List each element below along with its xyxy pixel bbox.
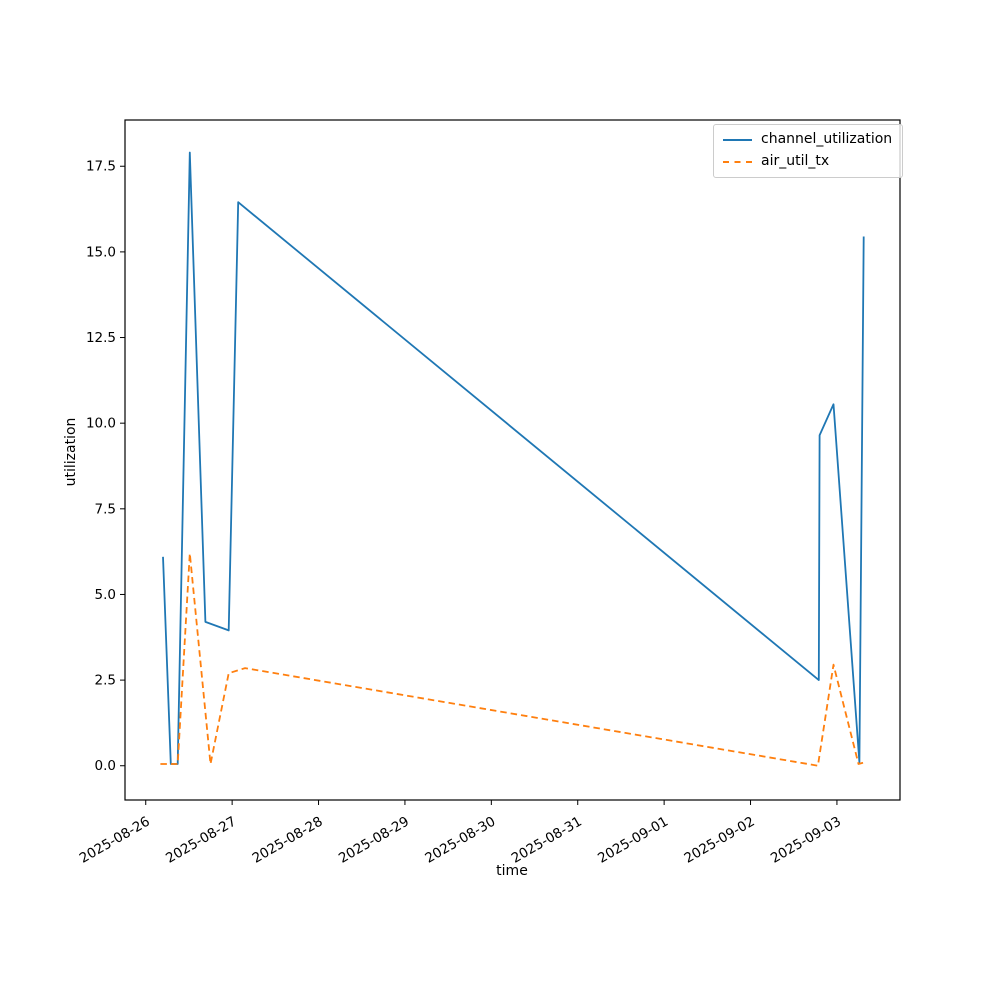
y-tick-label: 17.5 — [86, 159, 116, 175]
legend: channel_utilization air_util_tx — [713, 124, 904, 178]
y-tick-label: 2.5 — [95, 673, 116, 689]
y-tick-label: 12.5 — [86, 330, 116, 346]
legend-item-channel-utilization: channel_utilization — [723, 131, 893, 147]
axes-spines — [124, 119, 901, 801]
legend-label-air-util-tx: air_util_tx — [761, 153, 830, 170]
x-tick-label: 2025-08-26 — [77, 814, 153, 867]
x-tick-label: 2025-08-28 — [250, 814, 326, 867]
y-tick-label: 15.0 — [86, 244, 116, 260]
x-axis-label: time — [496, 863, 528, 879]
legend-swatch-air-util-tx — [723, 161, 752, 164]
x-tick-label: 2025-09-01 — [595, 814, 671, 867]
y-tick-label: 7.5 — [95, 501, 116, 517]
x-tick-label: 2025-08-29 — [336, 814, 412, 867]
x-tick-label: 2025-09-02 — [682, 814, 758, 867]
y-tick-label: 0.0 — [95, 758, 116, 774]
legend-item-air-util-tx: air_util_tx — [723, 153, 892, 170]
x-tick-label: 2025-08-30 — [422, 814, 498, 867]
legend-swatch-channel-utilization — [723, 138, 752, 141]
x-tick-label: 2025-09-03 — [768, 814, 844, 867]
y-tick-label: 10.0 — [86, 416, 116, 432]
y-axis-label: utilization — [63, 417, 79, 487]
legend-label-channel-utilization: channel_utilization — [761, 131, 893, 147]
y-tick-label: 5.0 — [95, 587, 116, 603]
x-tick-label: 2025-08-27 — [163, 814, 239, 867]
x-tick-label: 2025-08-31 — [509, 814, 585, 867]
series-line-air_util_tx — [160, 552, 865, 767]
